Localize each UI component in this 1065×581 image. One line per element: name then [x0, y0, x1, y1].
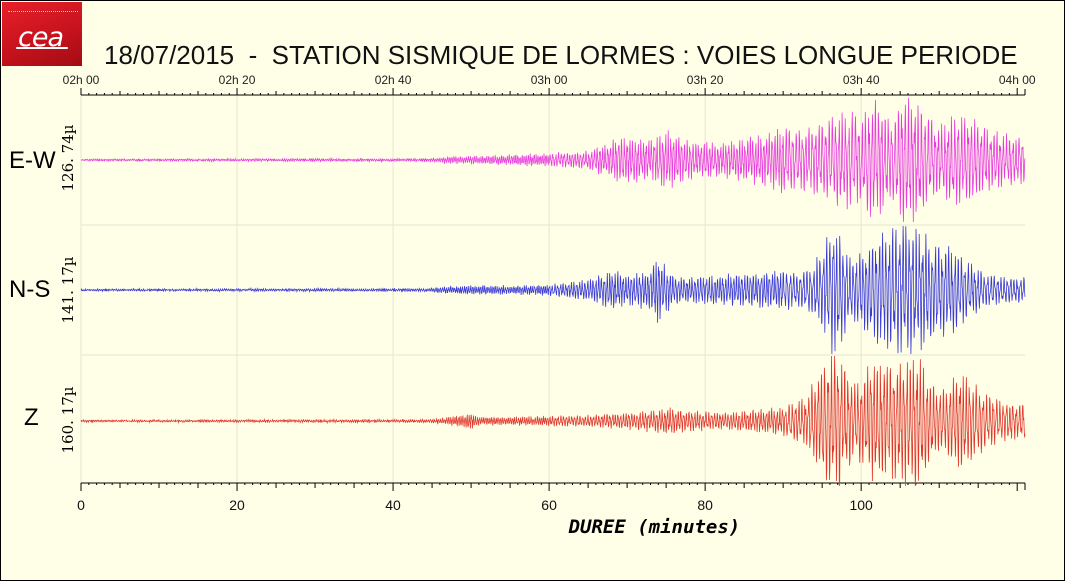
- x-tick-label: 40: [385, 497, 401, 513]
- channel-scale-label: 141. 17µ: [59, 256, 77, 323]
- x-tick-label: 60: [541, 497, 557, 513]
- top-time-tick-label: 02h 40: [375, 73, 412, 87]
- cea-logo: cea: [2, 2, 82, 66]
- chart-title: 18/07/2015 - STATION SISMIQUE DE LORMES …: [104, 40, 1018, 70]
- trace-z: [80, 355, 1026, 487]
- top-time-tick-label: 02h 20: [219, 73, 256, 87]
- top-time-tick-label: 04h 00: [999, 73, 1036, 87]
- x-tick-label: 80: [697, 497, 713, 513]
- x-tick-label: 100: [849, 497, 873, 513]
- channel-label: N-S: [9, 276, 50, 303]
- x-tick-label: 20: [229, 497, 245, 513]
- x-axis-label: DUREE (minutes): [568, 516, 741, 538]
- logo-tagline-line: [8, 11, 78, 15]
- channel-label: E-W: [9, 147, 56, 174]
- top-time-tick-label: 03h 00: [531, 73, 568, 87]
- trace-n-s: [80, 225, 1026, 355]
- channel-label: Z: [24, 404, 39, 431]
- top-time-tick-label: 03h 40: [843, 73, 880, 87]
- x-tick-label: 0: [77, 497, 85, 513]
- channel-scale-label: 160. 17µ: [59, 386, 77, 453]
- top-time-tick-label: 03h 20: [687, 73, 724, 87]
- channel-scale-label: 126. 74µ: [59, 124, 77, 191]
- top-time-tick-label: 02h 00: [63, 73, 100, 87]
- trace-e-w: [80, 97, 1026, 223]
- logo-swoosh: [16, 47, 68, 49]
